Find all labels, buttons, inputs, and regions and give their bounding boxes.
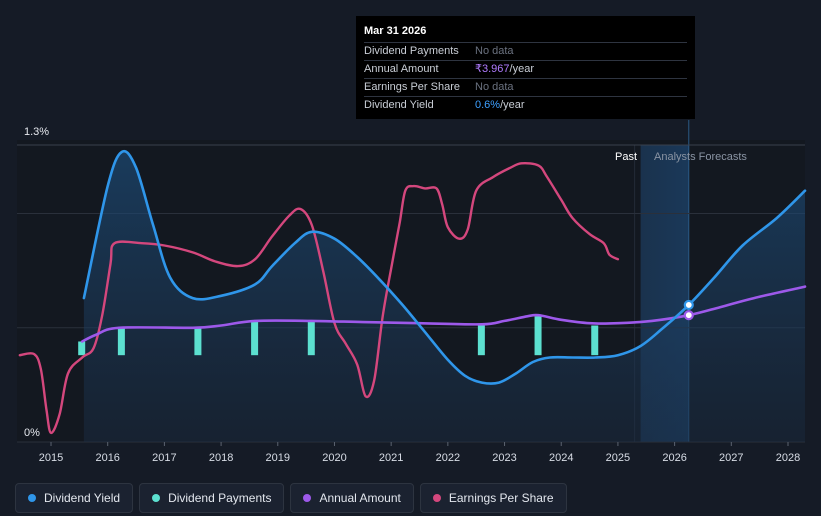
chart-legend: Dividend Yield Dividend Payments Annual … — [15, 483, 567, 515]
tooltip-label: Earnings Per Share — [364, 81, 460, 93]
x-tick-label: 2022 — [436, 452, 460, 464]
tooltip-row-dividend-payments: Dividend Payments No data — [364, 43, 687, 61]
x-tick-label: 2017 — [152, 452, 176, 464]
x-tick-label: 2019 — [266, 452, 290, 464]
y-axis-min-label: 0% — [24, 427, 40, 439]
legend-item-dividend-payments[interactable]: Dividend Payments — [139, 483, 285, 513]
x-tick-label: 2028 — [776, 452, 800, 464]
x-tick-label: 2015 — [39, 452, 63, 464]
tooltip-value: No data — [475, 45, 514, 57]
dividend-yield-point — [683, 299, 694, 311]
y-axis-max-label: 1.3% — [24, 126, 49, 138]
dividend-yield-area — [83, 151, 805, 443]
legend-item-earnings-per-share[interactable]: Earnings Per Share — [419, 483, 567, 513]
x-tick-label: 2026 — [662, 452, 686, 464]
dividend-payment-bar — [194, 327, 202, 356]
annual-amount-line — [80, 285, 807, 343]
legend-label: Dividend Payments — [168, 491, 272, 505]
tooltip-label: Annual Amount — [364, 63, 439, 75]
tooltip-date: Mar 31 2026 — [364, 22, 687, 43]
dividend-payment-bar — [307, 320, 315, 356]
highlight-points — [683, 299, 694, 321]
x-tick-label: 2024 — [549, 452, 573, 464]
chart-tooltip: Mar 31 2026 Dividend Payments No data An… — [356, 16, 695, 119]
tooltip-row-annual-amount: Annual Amount ₹3.967/year — [364, 61, 687, 79]
legend-dot-icon — [432, 494, 441, 502]
series-lines — [18, 149, 807, 435]
x-tick-label: 2020 — [322, 452, 346, 464]
legend-label: Dividend Yield — [44, 491, 121, 505]
tooltip-unit: /year — [500, 99, 525, 111]
dividend-payment-bar — [477, 325, 485, 356]
x-tick-label: 2021 — [379, 452, 403, 464]
x-axis: 2015 2016 2017 2018 2019 2020 2021 2022 2023 2024… — [39, 442, 800, 464]
past-label: Past — [615, 151, 637, 163]
legend-dot-icon — [152, 494, 161, 502]
tooltip-value: ₹3.967 — [475, 63, 510, 75]
annual-amount-point — [683, 310, 694, 321]
x-tick-label: 2016 — [95, 452, 119, 464]
dividend-yield-line — [82, 149, 807, 385]
tooltip-label: Dividend Yield — [364, 99, 434, 111]
x-tick-label: 2018 — [209, 452, 233, 464]
legend-label: Earnings Per Share — [448, 491, 554, 505]
legend-item-dividend-yield[interactable]: Dividend Yield — [15, 483, 134, 513]
dividend-payment-bars — [78, 316, 599, 356]
legend-label: Annual Amount — [319, 491, 401, 505]
tooltip-row-dividend-yield: Dividend Yield 0.6%/year — [364, 97, 687, 114]
earnings-per-share-line — [18, 161, 620, 435]
x-tick-label: 2025 — [606, 452, 630, 464]
tooltip-label: Dividend Payments — [364, 45, 459, 57]
forecast-label: Analysts Forecasts — [654, 151, 747, 163]
legend-item-annual-amount[interactable]: Annual Amount — [290, 483, 414, 513]
tooltip-value-wrap: 0.6%/year — [475, 97, 525, 114]
yield-area — [83, 151, 805, 443]
dividend-payment-bar — [251, 320, 259, 356]
tooltip-value-wrap: ₹3.967/year — [475, 61, 534, 78]
tooltip-unit: /year — [509, 63, 534, 75]
legend-dot-icon — [303, 494, 312, 502]
tooltip-row-eps: Earnings Per Share No data — [364, 79, 687, 97]
x-tick-label: 2027 — [719, 452, 743, 464]
dividend-payment-bar — [591, 325, 599, 356]
tooltip-value: No data — [475, 81, 514, 93]
dividend-payment-bar — [534, 316, 542, 356]
dividend-payment-bar — [78, 341, 86, 356]
legend-dot-icon — [28, 494, 36, 502]
tooltip-value: 0.6% — [475, 99, 501, 111]
dividend-payment-bar — [117, 327, 125, 356]
x-tick-label: 2023 — [492, 452, 516, 464]
